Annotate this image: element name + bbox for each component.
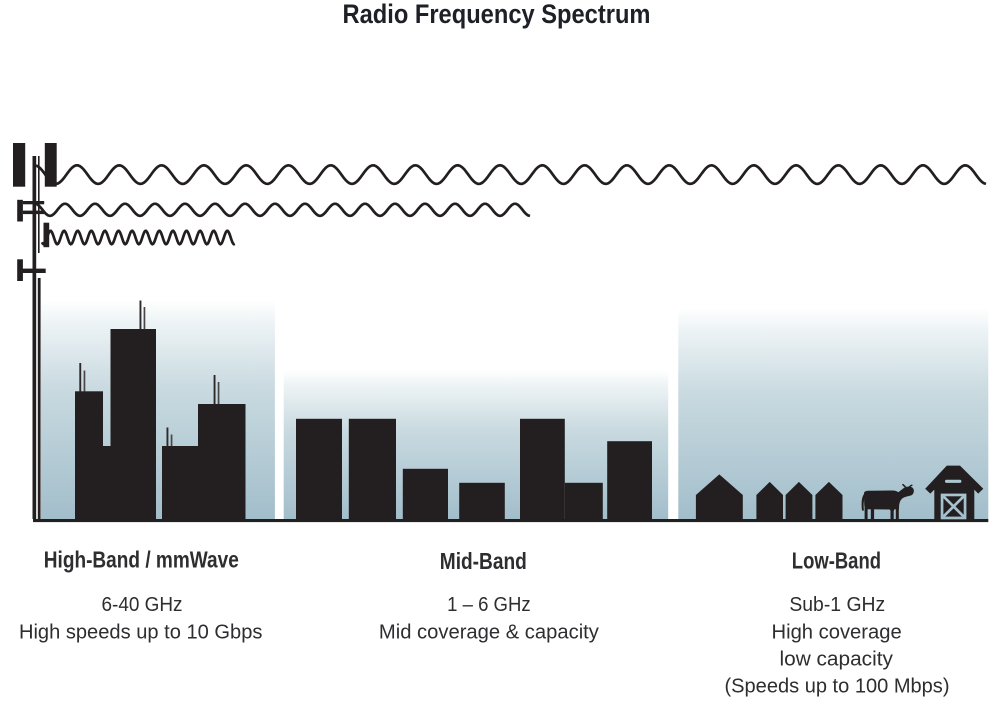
svg-text:Low-Band: Low-Band [792, 548, 881, 574]
svg-text:Sub-1 GHz: Sub-1 GHz [789, 593, 885, 616]
svg-text:High coverage: High coverage [772, 621, 902, 644]
svg-text:Mid coverage & capacity: Mid coverage & capacity [379, 621, 600, 644]
svg-text:Radio Frequency Spectrum: Radio Frequency Spectrum [343, 0, 651, 29]
svg-text:6-40 GHz: 6-40 GHz [102, 593, 183, 616]
svg-text:High-Band / mmWave: High-Band / mmWave [44, 547, 239, 573]
svg-text:High speeds up to 10 Gbps: High speeds up to 10 Gbps [19, 621, 263, 644]
svg-text:Mid-Band: Mid-Band [440, 548, 527, 574]
svg-text:(Speeds up to 100 Mbps): (Speeds up to 100 Mbps) [725, 675, 950, 698]
svg-text:1 – 6 GHz: 1 – 6 GHz [447, 593, 531, 616]
svg-text:low capacity: low capacity [780, 648, 894, 671]
